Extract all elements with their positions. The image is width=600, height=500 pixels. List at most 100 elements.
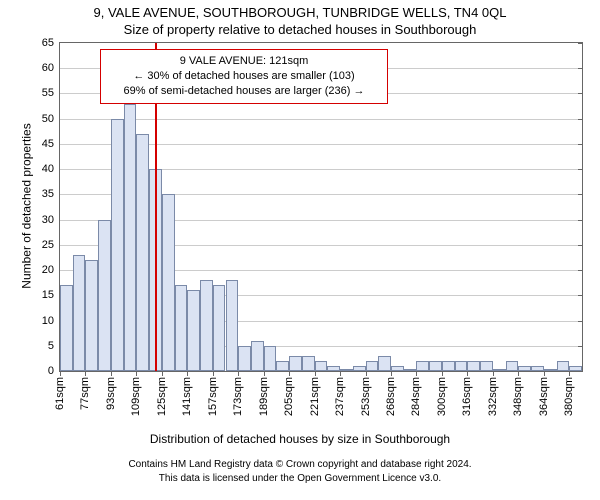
histogram-bar [111, 119, 124, 371]
histogram-bar [416, 361, 429, 371]
xtick-mark [416, 371, 417, 376]
y-axis-label: Number of detached properties [20, 123, 34, 288]
footer-line-2: This data is licensed under the Open Gov… [0, 473, 600, 484]
histogram-bar [73, 255, 86, 371]
ytick-label: 25 [42, 239, 60, 251]
x-axis-label: Distribution of detached houses by size … [0, 432, 600, 446]
ytick-label: 10 [42, 315, 60, 327]
histogram-bar [175, 285, 188, 371]
xtick-mark [391, 371, 392, 376]
histogram-bar [569, 366, 582, 371]
xtick-label: 348sqm [512, 377, 524, 416]
ytick-mark [578, 295, 583, 296]
histogram-bar [60, 285, 73, 371]
histogram-bar [289, 356, 302, 371]
xtick-mark [518, 371, 519, 376]
ytick-mark [578, 144, 583, 145]
histogram-bar [315, 361, 328, 371]
xtick-mark [136, 371, 137, 376]
ytick-label: 35 [42, 188, 60, 200]
ytick-label: 60 [42, 62, 60, 74]
annotation-line-3: 69% of semi-detached houses are larger (… [107, 84, 381, 99]
histogram-bar [136, 134, 149, 371]
histogram-bar [187, 290, 200, 371]
histogram-bar [366, 361, 379, 371]
xtick-label: 332sqm [487, 377, 499, 416]
xtick-mark [238, 371, 239, 376]
histogram-bar [518, 366, 531, 371]
ytick-label: 15 [42, 289, 60, 301]
xtick-mark [467, 371, 468, 376]
ytick-mark [578, 43, 583, 44]
histogram-bar [264, 346, 277, 371]
xtick-mark [162, 371, 163, 376]
footer-line-1: Contains HM Land Registry data © Crown c… [0, 459, 600, 470]
xtick-mark [315, 371, 316, 376]
histogram-bar [200, 280, 213, 371]
xtick-label: 284sqm [410, 377, 422, 416]
ytick-mark [578, 245, 583, 246]
xtick-label: 221sqm [309, 377, 321, 416]
histogram-bar [391, 366, 404, 371]
xtick-label: 141sqm [181, 377, 193, 416]
xtick-mark [340, 371, 341, 376]
ytick-label: 0 [48, 365, 60, 377]
histogram-bar [544, 369, 557, 371]
ytick-mark [578, 169, 583, 170]
xtick-mark [544, 371, 545, 376]
figure-title-1: 9, VALE AVENUE, SOUTHBOROUGH, TUNBRIDGE … [0, 5, 600, 20]
ytick-label: 20 [42, 264, 60, 276]
histogram-bar [404, 369, 417, 371]
xtick-label: 316sqm [461, 377, 473, 416]
ytick-label: 50 [42, 113, 60, 125]
ytick-label: 55 [42, 87, 60, 99]
ytick-label: 5 [48, 340, 60, 352]
histogram-bar [162, 194, 175, 371]
histogram-bar [429, 361, 442, 371]
xtick-label: 109sqm [130, 377, 142, 416]
histogram-bar [480, 361, 493, 371]
xtick-mark [213, 371, 214, 376]
histogram-bar [493, 369, 506, 371]
xtick-mark [264, 371, 265, 376]
xtick-mark [111, 371, 112, 376]
xtick-label: 173sqm [232, 377, 244, 416]
xtick-mark [289, 371, 290, 376]
xtick-mark [187, 371, 188, 376]
xtick-mark [442, 371, 443, 376]
xtick-label: 253sqm [360, 377, 372, 416]
histogram-bar [467, 361, 480, 371]
xtick-label: 125sqm [156, 377, 168, 416]
histogram-bar [302, 356, 315, 371]
xtick-label: 300sqm [436, 377, 448, 416]
histogram-bar [226, 280, 239, 371]
histogram-bar [238, 346, 251, 371]
xtick-label: 205sqm [283, 377, 295, 416]
xtick-mark [60, 371, 61, 376]
xtick-mark [569, 371, 570, 376]
ytick-mark [578, 346, 583, 347]
xtick-label: 93sqm [105, 377, 117, 410]
histogram-bar [85, 260, 98, 371]
histogram-bar [276, 361, 289, 371]
histogram-bar [557, 361, 570, 371]
xtick-label: 77sqm [79, 377, 91, 410]
ytick-mark [578, 93, 583, 94]
histogram-bar [124, 104, 137, 371]
xtick-mark [366, 371, 367, 376]
xtick-mark [85, 371, 86, 376]
ytick-label: 65 [42, 37, 60, 49]
xtick-mark [493, 371, 494, 376]
annotation-box: 9 VALE AVENUE: 121sqm ← 30% of detached … [100, 49, 388, 104]
ytick-mark [578, 68, 583, 69]
histogram-bar [442, 361, 455, 371]
ytick-mark [578, 371, 583, 372]
xtick-label: 237sqm [334, 377, 346, 416]
annotation-line-1: 9 VALE AVENUE: 121sqm [107, 54, 381, 69]
histogram-bar [531, 366, 544, 371]
ytick-mark [578, 220, 583, 221]
histogram-bar [251, 341, 264, 371]
histogram-bar [98, 220, 111, 371]
histogram-bar [213, 285, 226, 371]
ytick-mark [578, 194, 583, 195]
